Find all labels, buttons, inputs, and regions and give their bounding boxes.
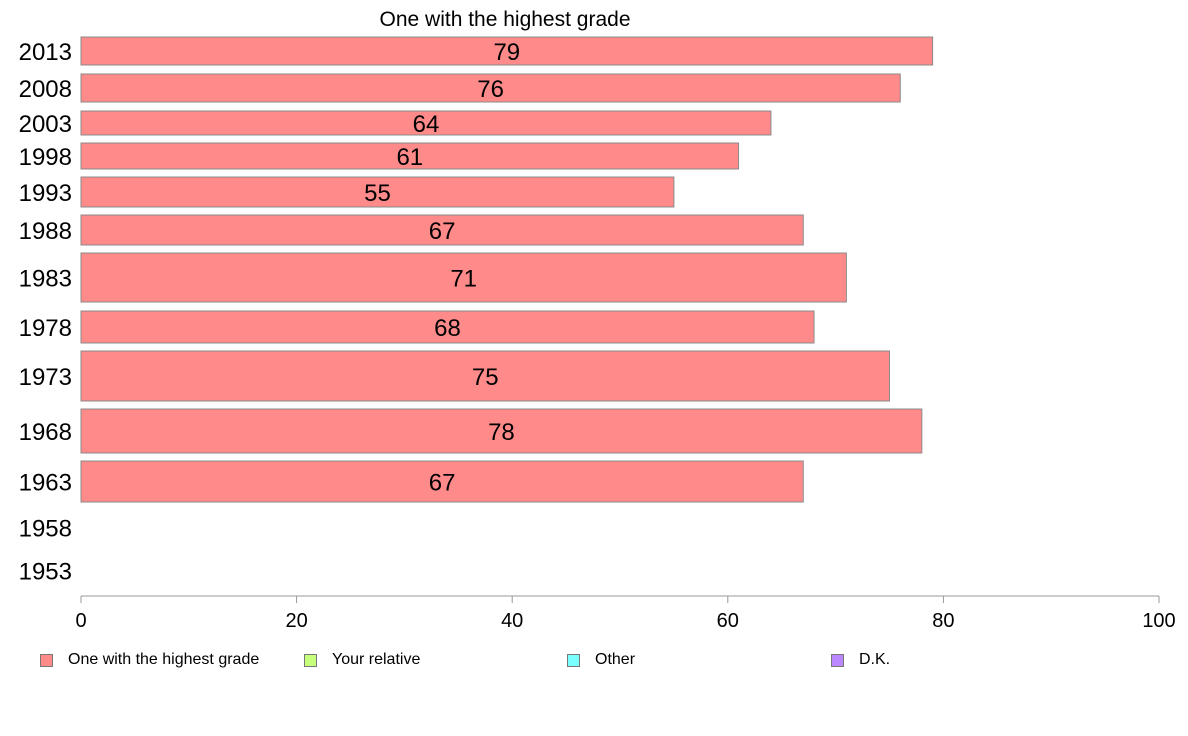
y-tick-label: 2003	[19, 111, 72, 138]
y-tick-label: 1973	[19, 364, 72, 391]
y-tick-label: 2013	[19, 39, 72, 66]
bar-data-label: 55	[364, 180, 391, 207]
x-tick-label: 100	[1142, 610, 1175, 632]
y-tick-label: 1953	[19, 559, 72, 586]
x-axis: 0 20 40 60 80 100	[75, 595, 1176, 632]
bar-data-label: 78	[488, 419, 515, 446]
bar-data-label: 67	[429, 218, 456, 245]
x-tick-label: 20	[285, 610, 307, 632]
bar	[80, 110, 772, 136]
legend-item-dk: D.K.	[831, 648, 890, 672]
y-tick-label: 1983	[19, 266, 72, 293]
bar-data-label: 71	[450, 266, 477, 293]
legend-label: One with the highest grade	[68, 651, 260, 668]
legend-swatch	[831, 653, 844, 667]
y-tick-label: 1958	[19, 516, 72, 543]
legend-label: Other	[595, 651, 636, 668]
y-tick-label: 1963	[19, 470, 72, 497]
bar-data-label: 75	[472, 364, 499, 391]
x-tick-label: 0	[75, 610, 86, 632]
chart-title: One with the highest grade	[380, 8, 631, 31]
x-tick-label: 40	[501, 610, 523, 632]
legend-swatch	[40, 653, 53, 667]
y-tick-label: 2008	[19, 76, 72, 103]
legend-item-your-relative: Your relative	[304, 648, 420, 672]
y-tick-label: 1993	[19, 180, 72, 207]
bar-data-label: 79	[493, 39, 520, 66]
y-tick-label: 1978	[19, 315, 72, 342]
legend-swatch	[567, 653, 580, 667]
y-axis-labels: 2013 2008 2003 1998 1993 1988 1983 1978 1973 1968…	[19, 39, 72, 586]
bar	[80, 142, 740, 170]
bar	[80, 460, 804, 503]
bar-data-label: 68	[434, 315, 461, 342]
bar-data-label: 64	[413, 111, 440, 138]
bar	[80, 350, 890, 402]
bar-data-label: 76	[477, 76, 504, 103]
y-tick-label: 1988	[19, 218, 72, 245]
legend-label: Your relative	[332, 651, 421, 668]
legend-item-highest-grade: One with the highest grade	[40, 648, 259, 672]
bar	[80, 36, 934, 66]
bar	[80, 73, 901, 103]
x-tick-label: 80	[932, 610, 954, 632]
bar	[80, 310, 815, 344]
bar	[80, 176, 675, 208]
y-tick-label: 1968	[19, 419, 72, 446]
bar	[80, 252, 847, 303]
bar	[80, 214, 804, 246]
legend-swatch	[304, 653, 317, 667]
bar-data-label: 67	[429, 470, 456, 497]
bar	[80, 408, 923, 454]
bar-chart: One with the highest grade 7976646155677…	[19, 8, 1176, 632]
y-tick-label: 1998	[19, 144, 72, 171]
legend-label: D.K.	[859, 651, 891, 668]
legend-item-other: Other	[567, 648, 635, 672]
legend: One with the highest grade Your relative…	[0, 648, 1188, 672]
x-tick-label: 60	[717, 610, 739, 632]
bar-data-label: 61	[396, 144, 423, 171]
